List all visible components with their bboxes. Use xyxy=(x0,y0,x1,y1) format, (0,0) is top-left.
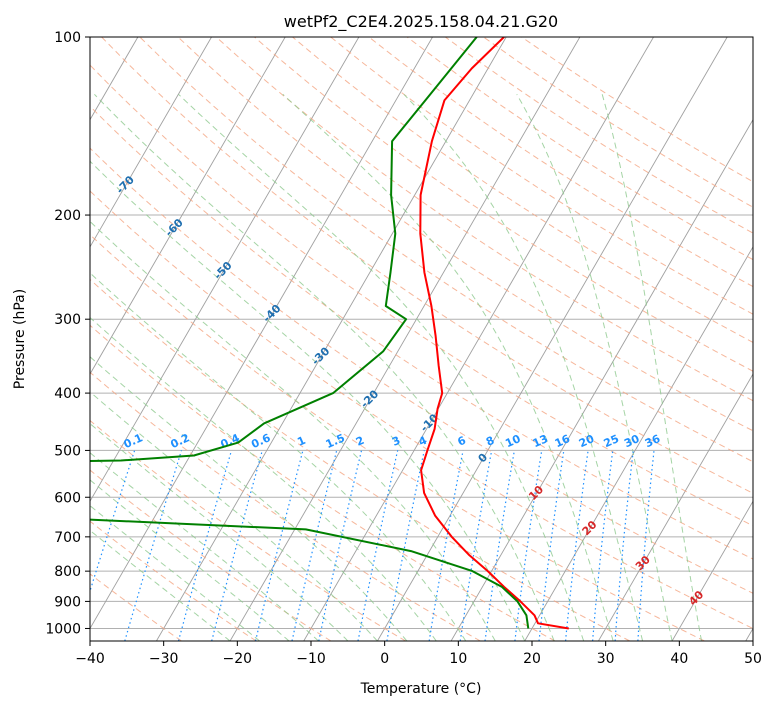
y-tick-label: 700 xyxy=(54,530,81,546)
moist-adiabat-line xyxy=(90,356,408,641)
moist-adiabat-line xyxy=(90,272,467,641)
moist-adiabat-line xyxy=(403,93,644,641)
dry-adiabat-line xyxy=(90,520,257,641)
x-axis: −40 −30 −20 −10 0 10 20 30 40 50 xyxy=(75,641,762,667)
isotherm-line xyxy=(377,37,728,641)
mixing-ratio-line xyxy=(538,450,565,641)
mixing-ratio-label: 36 xyxy=(643,432,663,450)
y-tick-label: 500 xyxy=(54,443,81,459)
dry-adiabat-line xyxy=(215,37,753,402)
isotherm-lines xyxy=(90,37,753,641)
isotherm-line xyxy=(90,37,433,630)
moist-adiabat-line xyxy=(282,93,614,641)
isotherm-line xyxy=(90,37,286,375)
moist-adiabat-line xyxy=(90,452,319,641)
x-tick-label: 20 xyxy=(523,651,541,667)
dry-adiabat-line xyxy=(101,37,753,494)
moist-adiabat-line xyxy=(601,94,702,641)
mixing-ratio-line xyxy=(428,450,464,641)
dry-adiabat-line xyxy=(90,573,182,641)
dry-adiabat-line xyxy=(368,37,753,288)
isotherm-line xyxy=(229,37,581,641)
mixing-ratio-line xyxy=(514,450,543,641)
dry-adiabat-line xyxy=(90,371,481,641)
x-tick-label: 0 xyxy=(380,651,389,667)
x-tick-label: −20 xyxy=(223,651,253,667)
mixing-ratio-line xyxy=(459,450,493,641)
dry-adiabat-line xyxy=(90,64,753,527)
mixing-ratio-line xyxy=(386,450,425,641)
mixing-ratio-line xyxy=(637,450,655,641)
temperature-profile xyxy=(419,37,569,630)
mixing-ratio-line xyxy=(614,450,634,641)
dry-adiabat-line xyxy=(177,37,753,432)
y-tick-label: 100 xyxy=(54,30,81,46)
moist-adiabat-line xyxy=(90,220,496,641)
dry-adiabat-line xyxy=(90,190,753,630)
y-tick-label: 400 xyxy=(54,386,81,402)
mixing-ratio-line xyxy=(592,450,614,641)
mixing-ratio-label: 13 xyxy=(531,432,550,450)
dry-adiabat-line xyxy=(90,147,753,594)
profile-series xyxy=(90,37,569,630)
mixing-ratio-label: 30 xyxy=(622,432,642,450)
y-axis-title: Pressure (hPa) xyxy=(12,289,28,389)
dry-adiabat-line xyxy=(90,234,705,641)
y-tick-label: 800 xyxy=(54,564,81,580)
dry-adiabat-line xyxy=(254,37,753,372)
y-tick-label: 300 xyxy=(54,312,81,328)
grid-layer xyxy=(90,37,753,629)
dry-adiabat-line xyxy=(90,419,406,641)
mixing-ratio-line xyxy=(565,450,589,641)
isotherm-line xyxy=(671,500,753,641)
y-axis: 100 200 300 400 500 600 700 800 900 1000 xyxy=(45,30,90,637)
mixing-ratio-line xyxy=(124,450,183,641)
moist-adiabat-line xyxy=(90,160,526,641)
moist-adiabat-line xyxy=(94,93,555,641)
moist-adiabat-line xyxy=(90,479,290,641)
chart-title: wetPf2_C2E4.2025.158.04.21.G20 xyxy=(284,12,558,32)
y-tick-label: 1000 xyxy=(45,621,81,637)
isotherm-line xyxy=(598,373,753,641)
mixing-ratio-line xyxy=(90,450,136,594)
dewpoint-profile xyxy=(90,37,530,629)
mixing-ratio-label: 10 xyxy=(503,432,523,450)
x-tick-label: 10 xyxy=(449,651,467,667)
y-tick-label: 600 xyxy=(54,490,81,506)
mixing-ratio-label: 20 xyxy=(577,432,597,450)
mixing-ratio-line xyxy=(484,450,515,641)
x-tick-label: −30 xyxy=(149,651,179,667)
x-tick-label: 50 xyxy=(744,651,762,667)
mixing-ratio-lines xyxy=(90,450,655,641)
x-tick-label: −10 xyxy=(296,651,326,667)
dry-adiabat-line xyxy=(90,105,753,560)
moist-adiabat-line xyxy=(516,94,673,641)
isotherm-line xyxy=(90,37,360,503)
moist-adiabat-line xyxy=(90,316,437,641)
isotherm-line xyxy=(156,37,507,641)
moist-adiabat-line xyxy=(90,529,231,641)
plot-frame xyxy=(89,36,754,642)
mixing-ratio-label: 16 xyxy=(553,432,573,450)
isotherm-line xyxy=(90,37,212,248)
mixing-ratio-label: 25 xyxy=(602,432,621,450)
mixing-ratio-line xyxy=(318,450,363,641)
isotherm-line xyxy=(524,245,753,641)
mixing-ratio-line xyxy=(357,450,399,641)
dry-adiabats xyxy=(90,37,753,641)
moist-adiabat-line xyxy=(90,505,260,641)
moist-adiabats xyxy=(90,93,702,641)
x-tick-label: 40 xyxy=(670,651,688,667)
y-tick-label: 900 xyxy=(54,594,81,610)
x-axis-title: Temperature (°C) xyxy=(360,681,482,697)
x-tick-label: −40 xyxy=(75,651,105,667)
moist-adiabat-line xyxy=(90,391,378,641)
y-tick-label: 200 xyxy=(54,208,81,224)
x-tick-label: 30 xyxy=(597,651,615,667)
moist-adiabat-line xyxy=(90,422,349,641)
